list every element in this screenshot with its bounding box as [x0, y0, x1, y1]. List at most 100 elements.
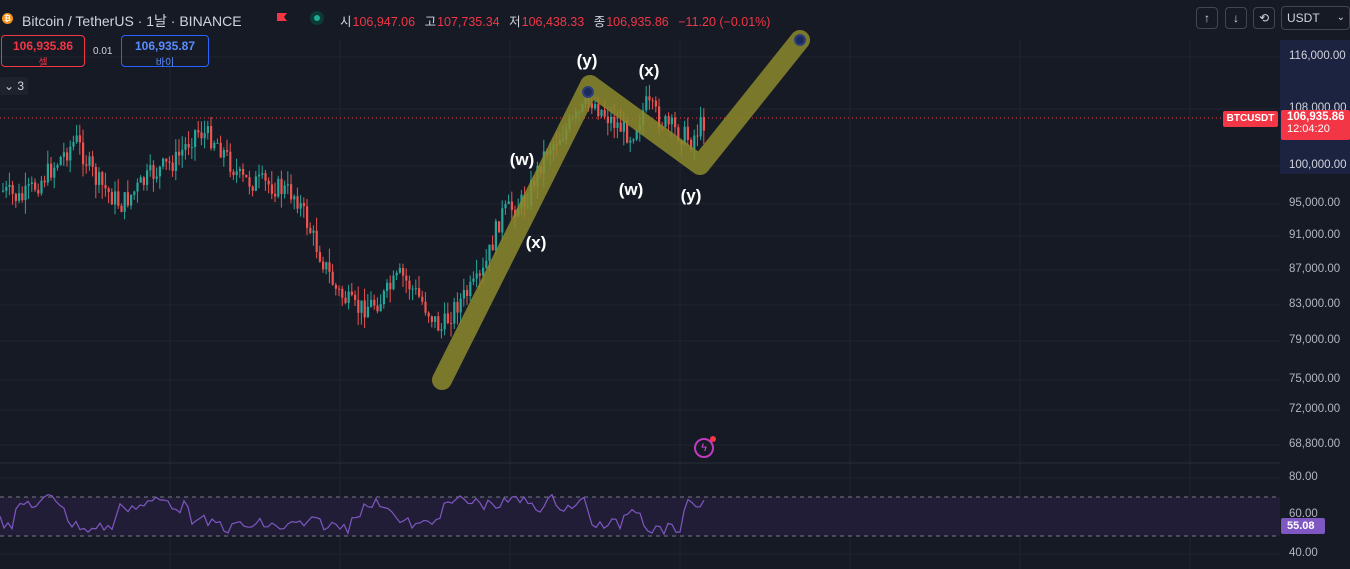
candle-body	[635, 130, 638, 140]
candle-body	[18, 193, 21, 201]
indicator-toggle[interactable]: ⌄ 3	[0, 77, 28, 95]
candle-body	[238, 168, 241, 172]
symbol-title[interactable]: Bitcoin / TetherUS · 1날 · BINANCE	[22, 13, 242, 29]
candle-body	[302, 202, 305, 207]
sell-button[interactable]: 106,935.86 셀	[1, 35, 85, 69]
candle-body	[91, 156, 94, 167]
candle-body	[610, 116, 613, 124]
candle-body	[606, 116, 609, 124]
candle-body	[59, 156, 62, 166]
buy-price: 106,935.87	[134, 39, 196, 53]
low-value: 106,438.33	[521, 15, 585, 29]
candle-body	[270, 184, 273, 194]
chevron-down-icon: ⌄	[4, 79, 15, 93]
candle-body	[344, 297, 347, 303]
wave-label[interactable]: (w)	[509, 150, 535, 169]
price-chart[interactable]	[0, 0, 1280, 569]
indicator-count: 3	[17, 79, 25, 93]
wave-label[interactable]: (x)	[638, 61, 660, 80]
candle-body	[667, 116, 670, 125]
candle-body	[654, 100, 657, 107]
candle-body	[190, 147, 193, 149]
candle-body	[331, 271, 334, 285]
price-tick: 79,000.00	[1289, 334, 1341, 346]
candle-body	[366, 306, 369, 318]
candle-body	[427, 312, 430, 317]
candle-body	[453, 302, 456, 324]
candle-body	[504, 203, 507, 209]
candle-body	[309, 227, 312, 233]
wave-label[interactable]: (y)	[576, 51, 598, 70]
candle-body	[197, 130, 200, 133]
candle-body	[677, 127, 680, 141]
wave-label[interactable]: (y)	[680, 186, 702, 205]
refresh-button[interactable]: ⟲	[1253, 7, 1275, 29]
candle-body	[360, 300, 363, 313]
candle-body	[203, 133, 206, 139]
market-status-icon[interactable]	[310, 11, 324, 25]
candle-body	[699, 117, 702, 137]
arrow-down-button[interactable]: ↓	[1225, 7, 1247, 29]
rsi-tick: 80.00	[1289, 471, 1318, 483]
candle-body	[488, 244, 491, 261]
candle-body	[261, 173, 264, 175]
price-tick: 91,000.00	[1289, 229, 1341, 241]
candle-body	[315, 230, 318, 252]
candle-body	[94, 166, 97, 185]
currency-value: USDT	[1287, 11, 1320, 25]
candle-body	[264, 173, 267, 181]
high-value: 107,735.34	[437, 15, 500, 29]
candle-body	[123, 192, 126, 212]
candle-body	[370, 299, 373, 307]
candle-body	[133, 191, 136, 195]
top-bar: ₿ Bitcoin / TetherUS · 1날 · BINANCE 시106…	[0, 0, 1280, 36]
candle-body	[619, 122, 622, 132]
candle-body	[152, 164, 155, 179]
candle-body	[389, 282, 392, 290]
arrow-up-icon: ↑	[1204, 11, 1210, 25]
candle-body	[258, 174, 261, 177]
wave-label[interactable]: (x)	[525, 233, 547, 252]
rsi-band	[0, 497, 1280, 536]
candle-body	[600, 110, 603, 117]
ohlc-readout: 시106,947.06 고107,735.34 저106,438.33 종106…	[340, 11, 776, 30]
candle-body	[382, 290, 385, 305]
candle-body	[149, 164, 152, 171]
candle-body	[216, 142, 219, 144]
candle-body	[248, 177, 251, 187]
candle-body	[510, 201, 513, 210]
wave-point-handle	[582, 86, 594, 98]
candle-body	[194, 130, 197, 148]
candle-body	[222, 150, 225, 158]
candle-body	[590, 103, 593, 109]
lightning-icon[interactable]: ϟ	[694, 436, 716, 458]
flag-icon[interactable]	[276, 12, 288, 24]
buy-button[interactable]: 106,935.87 바이	[121, 35, 209, 69]
candle-body	[165, 158, 168, 162]
candle-body	[402, 267, 405, 276]
candle-body	[50, 163, 53, 178]
candle-body	[357, 299, 360, 313]
candle-body	[693, 135, 696, 150]
rsi-tick: 40.00	[1289, 547, 1318, 559]
change-value: −11.20 (−0.01%)	[678, 15, 771, 29]
candle-body	[72, 141, 75, 147]
candle-body	[674, 117, 677, 128]
candle-body	[85, 164, 88, 166]
candle-body	[395, 272, 398, 276]
candle-body	[168, 161, 171, 163]
candle-body	[386, 282, 389, 291]
arrow-up-button[interactable]: ↑	[1196, 7, 1218, 29]
candle-body	[651, 100, 654, 102]
candle-body	[338, 288, 341, 290]
candle-body	[398, 267, 401, 273]
candle-body	[8, 184, 11, 187]
currency-select[interactable]: USDT ⌄	[1281, 6, 1350, 30]
bitcoin-icon: ₿	[2, 13, 13, 24]
candle-body	[254, 176, 257, 191]
wave-label[interactable]: (w)	[618, 180, 644, 199]
close-label: 종	[593, 15, 606, 29]
candle-body	[418, 288, 421, 297]
candle-body	[648, 96, 651, 101]
candle-body	[98, 172, 101, 185]
